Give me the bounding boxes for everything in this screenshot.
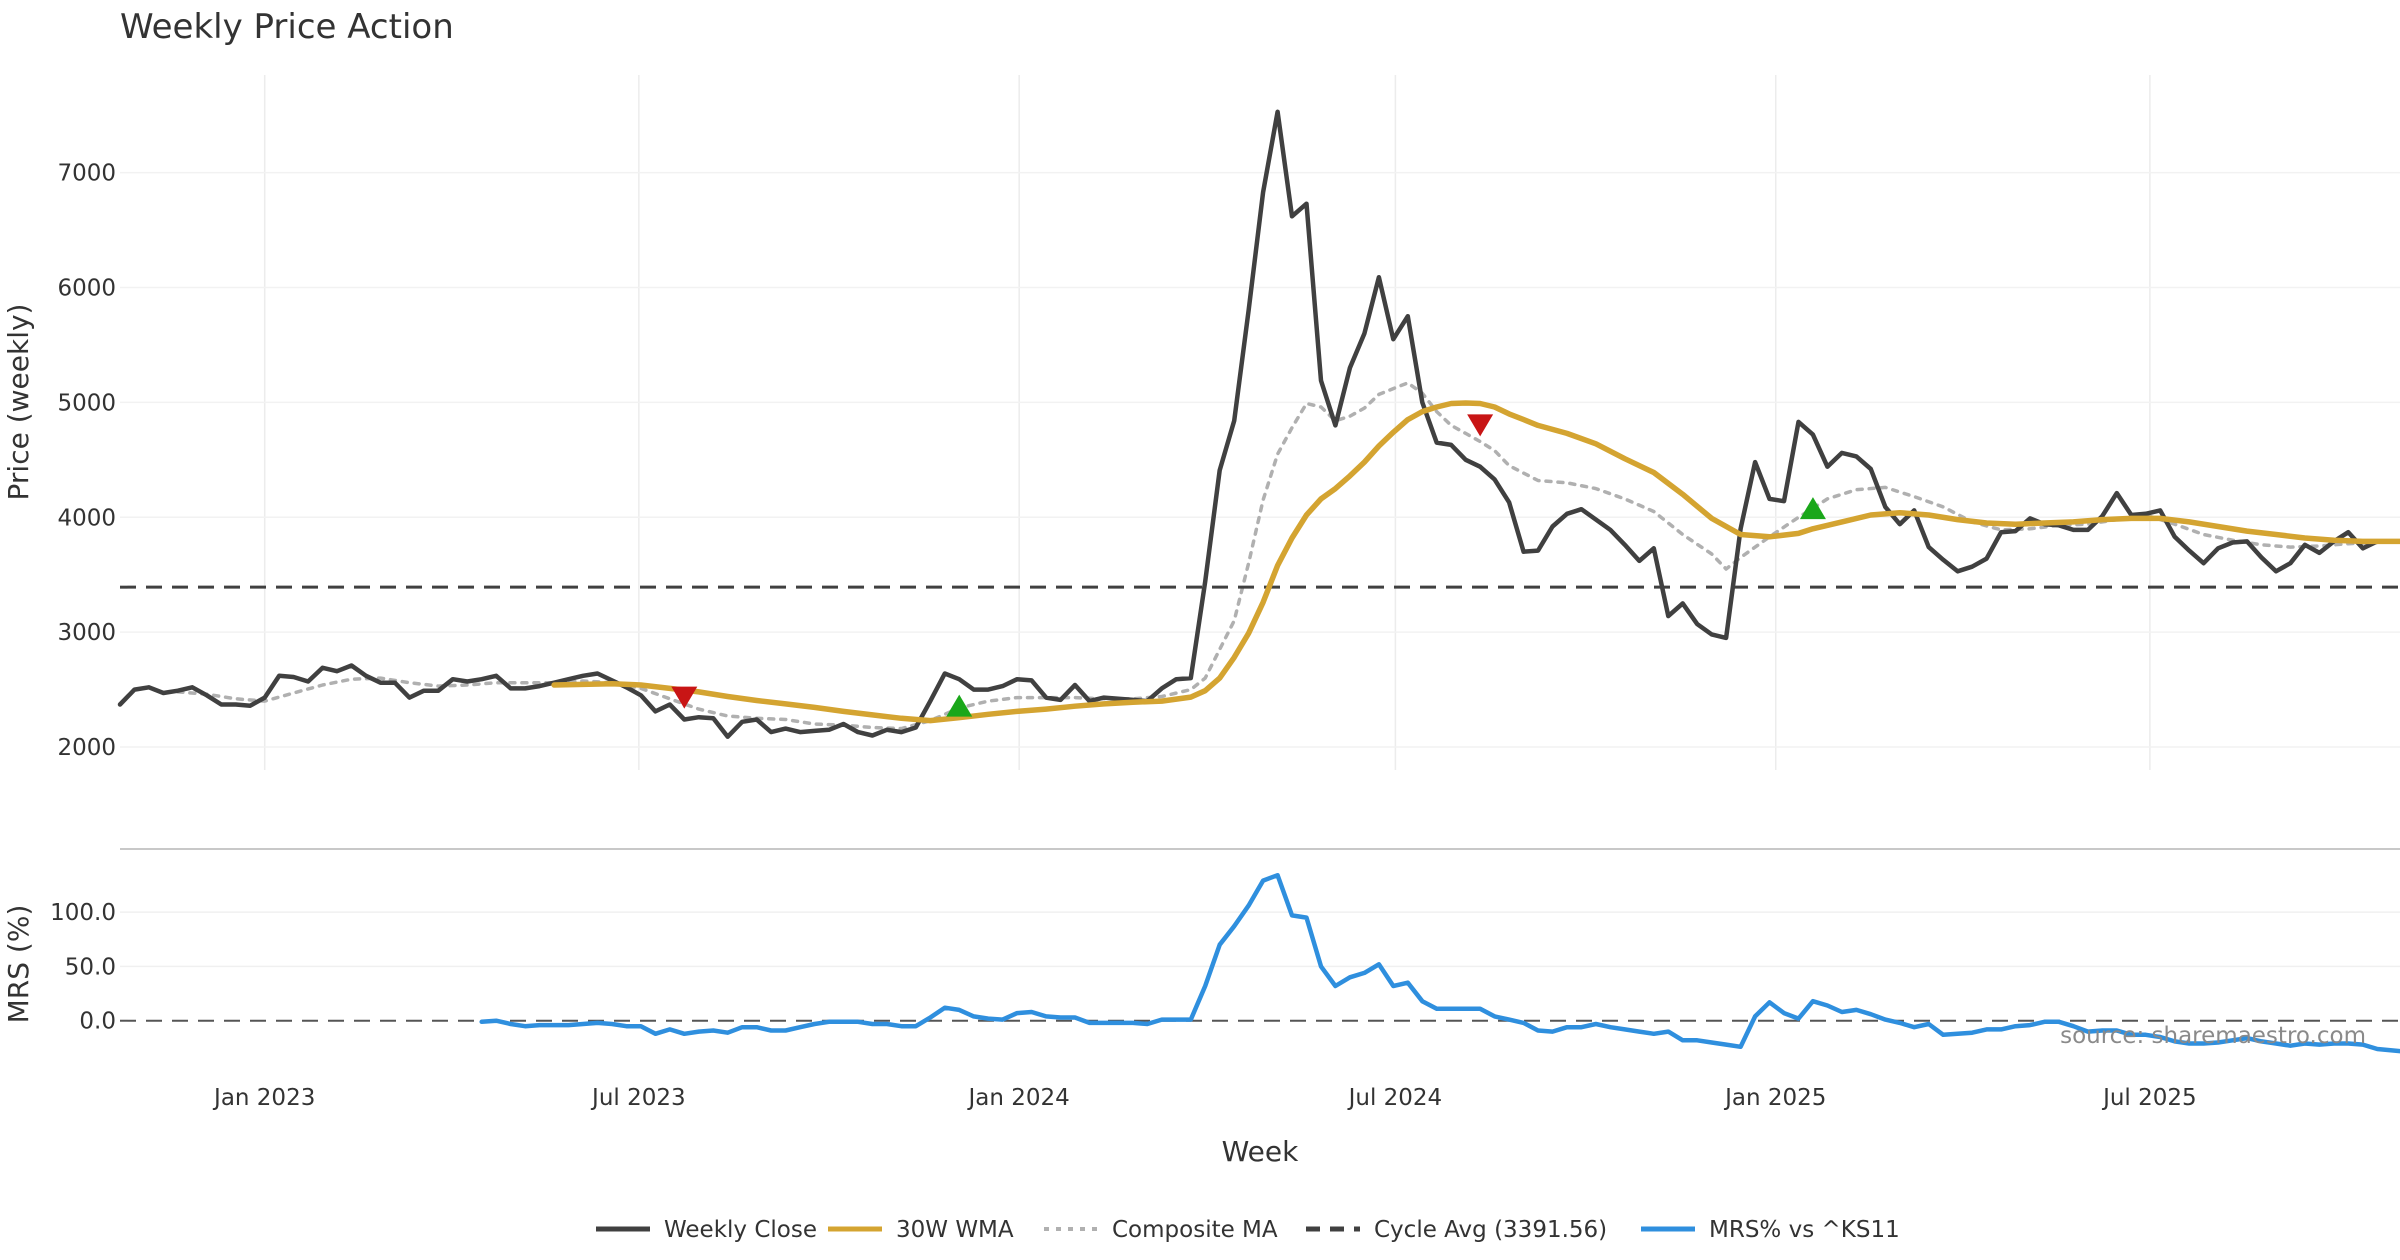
legend-label-3: Cycle Avg (3391.56) — [1374, 1217, 1607, 1243]
x-tick-label-0: Jan 2023 — [212, 1085, 315, 1111]
series-mrs-vs-ks11 — [479, 872, 2400, 1054]
sell-signal-marker-0 — [671, 686, 698, 709]
mrs-panel-grid — [120, 911, 2400, 968]
mrs-y-tick-label-0: 0.0 — [79, 1009, 116, 1035]
x-tick-label-2: Jan 2024 — [967, 1085, 1070, 1111]
mrs-y-axis-title: MRS (%) — [2, 905, 35, 1024]
x-tick-label-3: Jul 2024 — [1347, 1085, 1443, 1111]
legend-label-1: 30W WMA — [896, 1217, 1014, 1243]
legend-label-2: Composite MA — [1112, 1217, 1278, 1243]
mrs-y-axis: 0.0 50.0 100.0 — [50, 900, 116, 1035]
signal-markers — [671, 414, 1826, 717]
price-y-tick-label-2: 4000 — [57, 505, 116, 531]
x-tick-label-4: Jan 2025 — [1723, 1085, 1826, 1111]
price-y-tick-label-0: 2000 — [57, 735, 116, 761]
chart-title: Weekly Price Action — [120, 7, 454, 47]
sell-signal-marker-2 — [1467, 414, 1494, 437]
price-y-tick-label-1: 3000 — [57, 620, 116, 646]
price-y-axis-title: Price (weekly) — [2, 304, 35, 501]
buy-signal-marker-3 — [1799, 497, 1826, 520]
series-composite-ma — [176, 381, 2380, 731]
source-note: source: sharemaestro.com — [2060, 1023, 2366, 1049]
legend-label-4: MRS% vs ^KS11 — [1709, 1217, 1900, 1243]
legend: Weekly Close 30W WMA Composite MA Cycle Avg… — [596, 1217, 1900, 1243]
x-tick-label-5: Jul 2025 — [2101, 1085, 2197, 1111]
price-y-tick-label-5: 7000 — [57, 161, 116, 187]
price-panel-grid — [120, 75, 2400, 770]
price-y-tick-label-4: 6000 — [57, 276, 116, 302]
series-weekly-close — [117, 109, 2380, 739]
series-30w-wma — [551, 400, 2400, 724]
legend-label-0: Weekly Close — [664, 1217, 817, 1243]
price-y-axis: 2000 3000 4000 5000 6000 7000 — [57, 161, 116, 761]
price-y-tick-label-3: 5000 — [57, 390, 116, 416]
series-layer — [117, 109, 2400, 1054]
buy-signal-marker-1 — [946, 694, 973, 717]
mrs-y-tick-label-2: 100.0 — [50, 900, 116, 926]
x-axis-title: Week — [1222, 1135, 1299, 1168]
mrs-y-tick-label-1: 50.0 — [65, 954, 116, 980]
x-tick-label-1: Jul 2023 — [590, 1085, 686, 1111]
x-axis: Jan 2023 Jul 2023 Jan 2024 Jul 2024 Jan 2025… — [212, 1085, 2197, 1111]
